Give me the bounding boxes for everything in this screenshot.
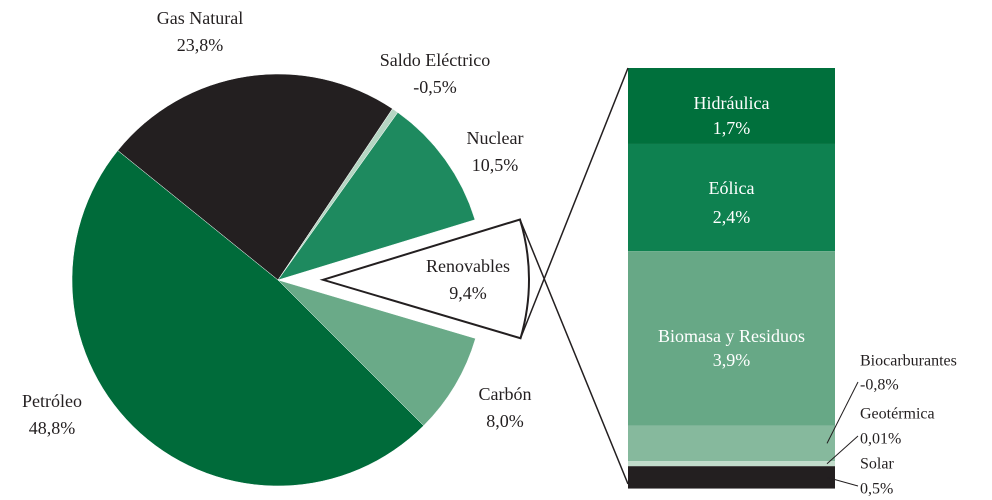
slice-value-label: 23,8% bbox=[177, 35, 224, 55]
bar-segment bbox=[628, 251, 835, 426]
connector-line bbox=[519, 67, 629, 339]
leader-line bbox=[826, 476, 859, 487]
segment-value-label: 0,5% bbox=[860, 481, 893, 498]
slice-value-label: -0,5% bbox=[413, 77, 457, 97]
segment-label: Eólica bbox=[709, 178, 755, 198]
segment-label: Solar bbox=[860, 456, 894, 473]
segment-label: Hidráulica bbox=[694, 93, 770, 113]
bar-segment bbox=[628, 425, 835, 462]
bar-segment bbox=[628, 68, 835, 144]
segment-label: Biomasa y Residuos bbox=[658, 326, 805, 346]
pie-slice bbox=[277, 112, 476, 281]
leader-line bbox=[826, 435, 859, 465]
slice-label: Gas Natural bbox=[157, 8, 243, 28]
slice-label: Petróleo bbox=[22, 391, 82, 411]
slice-value-label: 48,8% bbox=[29, 418, 76, 438]
slice-value-label: 8,0% bbox=[486, 411, 524, 431]
slice-value-label: 9,4% bbox=[449, 283, 487, 303]
segment-label: Geotérmica bbox=[860, 406, 935, 423]
bar-segment bbox=[628, 461, 835, 467]
segment-value-label: 0,01% bbox=[860, 431, 901, 448]
segment-value-label: 3,9% bbox=[713, 350, 751, 370]
leader-line bbox=[826, 381, 859, 444]
pie-slice bbox=[117, 73, 393, 281]
slice-label: Carbón bbox=[479, 384, 532, 404]
slice-label: Saldo Eléctrico bbox=[380, 50, 490, 70]
segment-value-label: 1,7% bbox=[713, 118, 751, 138]
bar-segment bbox=[628, 466, 835, 489]
connector-line bbox=[519, 219, 629, 485]
pie-slice bbox=[71, 150, 425, 487]
slice-label: Renovables bbox=[426, 256, 510, 276]
segment-value-label: -0,8% bbox=[860, 377, 899, 394]
slice-value-label: 10,5% bbox=[472, 155, 519, 175]
segment-value-label: 2,4% bbox=[713, 207, 751, 227]
segment-label: Biocarburantes bbox=[860, 353, 957, 370]
bar-segment bbox=[628, 143, 835, 252]
pie-slice bbox=[277, 279, 476, 427]
slice-label: Nuclear bbox=[467, 128, 524, 148]
